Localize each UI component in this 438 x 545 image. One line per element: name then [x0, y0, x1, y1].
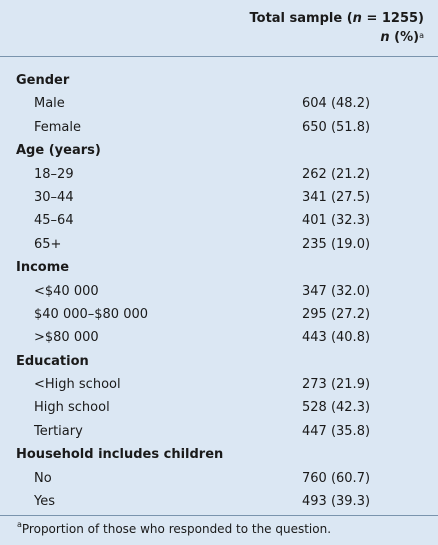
- row-value: 273 (21.9): [302, 377, 371, 393]
- table-footer: aProportion of those who responded to th…: [0, 515, 438, 545]
- row-label: High school: [34, 400, 110, 416]
- subtitle-suffix: (%): [389, 30, 420, 45]
- table-row: No 760 (60.7): [0, 467, 438, 490]
- table-row: <High school 273 (21.9): [0, 373, 438, 396]
- table-row: Female 650 (51.8): [0, 116, 438, 139]
- row-label: 65+: [34, 236, 62, 252]
- table-row: 18–29 262 (21.2): [0, 163, 438, 186]
- table-row: <$40 000 347 (32.0): [0, 280, 438, 303]
- row-value: 447 (35.8): [302, 423, 371, 439]
- group-heading-row: Education: [0, 350, 438, 373]
- row-value: 443 (40.8): [302, 330, 371, 346]
- title-n: n: [352, 11, 362, 26]
- subtitle-n: n: [380, 30, 390, 45]
- footnote: aProportion of those who responded to th…: [17, 520, 332, 536]
- row-value: 347 (32.0): [302, 283, 371, 299]
- footnote-text: Proportion of those who responded to the…: [21, 522, 332, 536]
- row-label: Male: [34, 96, 65, 112]
- row-label: $40 000–$80 000: [34, 306, 149, 322]
- group-heading-row: Household includes children: [0, 443, 438, 466]
- row-value: 528 (42.3): [302, 400, 371, 416]
- row-label: Tertiary: [34, 423, 83, 439]
- row-label: <$40 000: [34, 283, 99, 299]
- table-row: Yes 493 (39.3): [0, 490, 438, 513]
- row-value: 493 (39.3): [302, 494, 371, 510]
- table-row: 65+ 235 (19.0): [0, 233, 438, 256]
- group-heading-row: Income: [0, 256, 438, 279]
- title-prefix: Total sample (: [249, 11, 353, 26]
- subtitle-footnote-mark: a: [419, 31, 424, 40]
- group-heading: Gender: [16, 73, 70, 88]
- group-heading-row: Age (years): [0, 139, 438, 162]
- row-label: 45–64: [34, 213, 74, 229]
- group-heading: Age (years): [16, 143, 101, 159]
- group-heading: Income: [16, 260, 70, 276]
- row-value: 401 (32.3): [302, 213, 371, 229]
- table-row: Tertiary 447 (35.8): [0, 420, 438, 443]
- row-label: <High school: [34, 377, 121, 393]
- column-title-line: Total sample (n = 1255): [250, 9, 425, 28]
- row-value: 341 (27.5): [302, 189, 371, 205]
- title-suffix: = 1255): [361, 11, 424, 26]
- row-value: 650 (51.8): [302, 119, 371, 135]
- footnote-mark: a: [17, 520, 22, 529]
- table-header: Total sample (n = 1255) n (%)a: [0, 0, 438, 57]
- table-body: Gender Male 604 (48.2) Female 650 (51.8) Age …: [0, 57, 438, 513]
- row-value: 760 (60.7): [302, 470, 371, 486]
- row-label: 30–44: [34, 189, 74, 205]
- row-label: 18–29: [34, 166, 74, 182]
- table-row: 30–44 341 (27.5): [0, 186, 438, 209]
- group-heading: Household includes children: [16, 447, 224, 463]
- row-value: 235 (19.0): [302, 236, 371, 252]
- column-subtitle-line: n (%)a: [250, 28, 424, 47]
- table-row: $40 000–$80 000 295 (27.2): [0, 303, 438, 326]
- group-heading: Education: [16, 353, 89, 369]
- row-value: 295 (27.2): [302, 306, 371, 322]
- row-label: No: [34, 470, 52, 486]
- row-value: 262 (21.2): [302, 166, 371, 182]
- table-row: Male 604 (48.2): [0, 92, 438, 115]
- table-row: >$80 000 443 (40.8): [0, 326, 438, 349]
- row-label: >$80 000: [34, 330, 99, 346]
- row-value: 604 (48.2): [302, 96, 371, 112]
- column-header-total-sample: Total sample (n = 1255) n (%)a: [250, 9, 425, 47]
- table-row: High school 528 (42.3): [0, 396, 438, 419]
- table-row: 45–64 401 (32.3): [0, 209, 438, 232]
- row-label: Female: [34, 119, 82, 135]
- row-label: Yes: [34, 494, 55, 510]
- group-heading-row: Gender: [0, 69, 438, 92]
